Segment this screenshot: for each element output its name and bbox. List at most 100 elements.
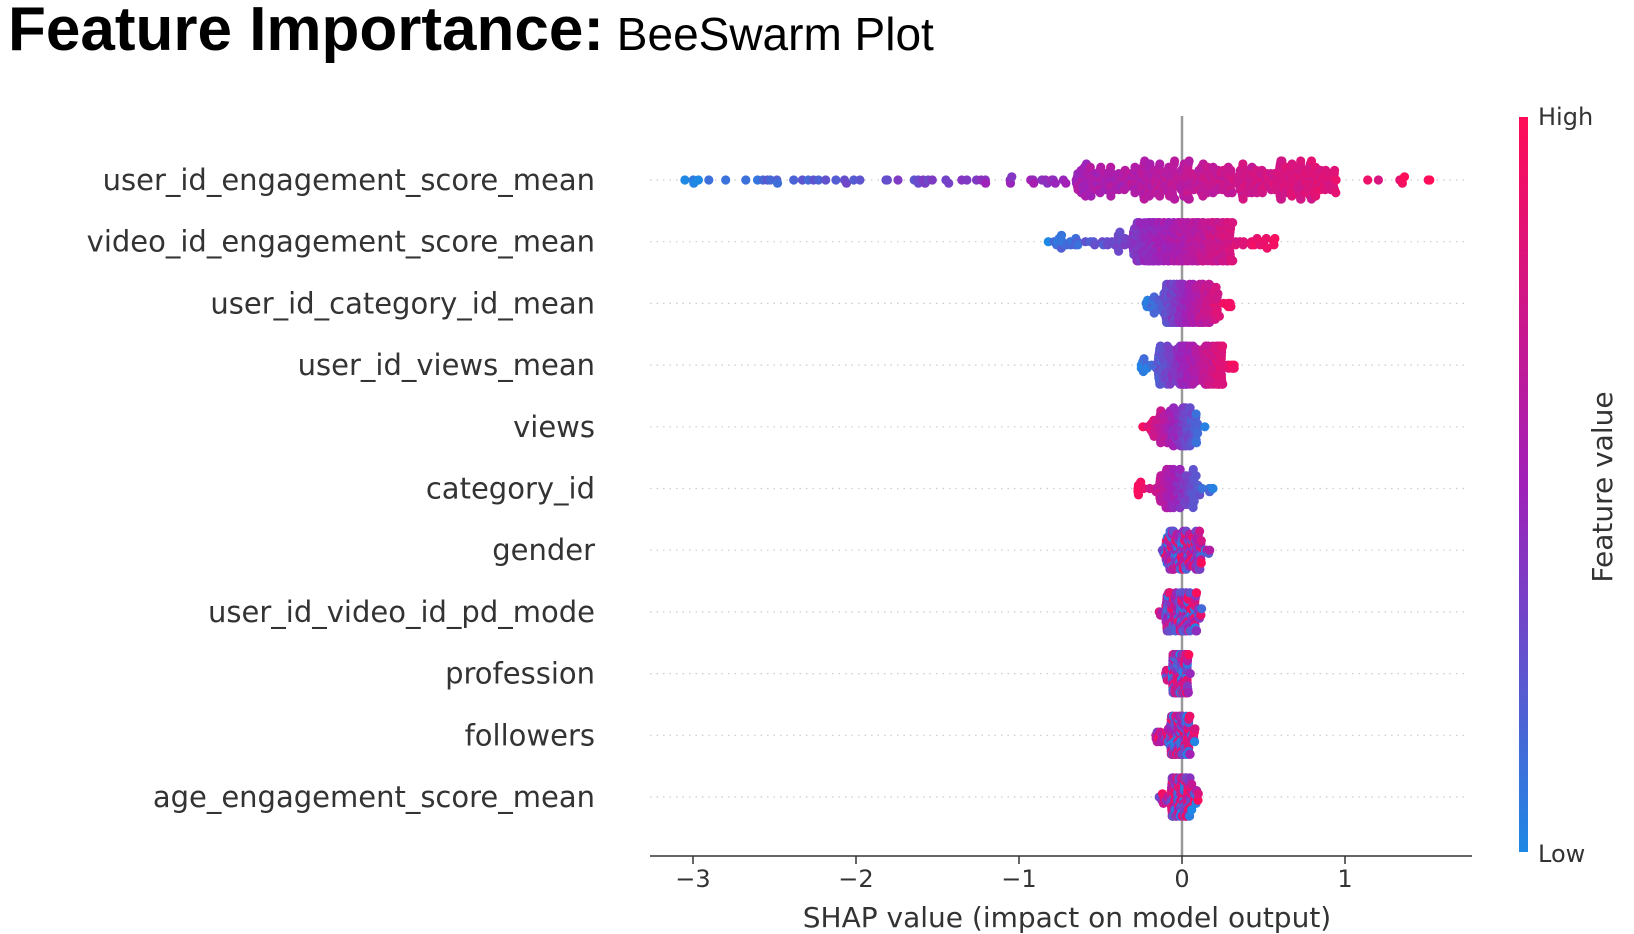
shap-point (1185, 749, 1195, 759)
feature-label: category_id (426, 472, 595, 506)
shap-point (1184, 650, 1194, 660)
shap-point (1191, 409, 1201, 419)
x-axis: −3 −2 −1 0 1 (650, 855, 1472, 893)
dots-layer (680, 156, 1435, 821)
shap-point (1197, 604, 1207, 614)
feature-label: user_id_video_id_pd_mode (208, 595, 595, 629)
shap-point (1189, 496, 1199, 506)
shap-point (1363, 175, 1373, 185)
shap-point (1229, 363, 1239, 373)
shap-point (1170, 156, 1180, 166)
shap-point (1185, 669, 1195, 679)
shap-point (1190, 737, 1200, 747)
x-tick-label: −3 (675, 865, 710, 893)
shap-point (704, 175, 714, 185)
shap-point (765, 175, 776, 185)
shap-point (721, 175, 731, 185)
shap-point (1191, 438, 1202, 448)
shap-point (1130, 162, 1140, 172)
colorbar-high-label: High (1538, 103, 1593, 131)
shap-point (1195, 526, 1205, 536)
shap-point (1197, 483, 1207, 494)
shap-point (1115, 227, 1125, 237)
shap-point (1133, 490, 1144, 500)
shap-point (841, 178, 852, 188)
shap-point (1270, 233, 1280, 244)
shap-point (1208, 483, 1218, 494)
shap-point (1226, 302, 1236, 312)
shap-point (1214, 311, 1224, 321)
shap-point (1184, 156, 1194, 166)
shap-point (944, 178, 954, 188)
x-tick-label: 1 (1337, 865, 1352, 893)
shap-point (1183, 688, 1193, 698)
shap-point (1050, 178, 1060, 188)
shap-point (1196, 558, 1206, 568)
feature-label: user_id_views_mean (298, 348, 595, 382)
x-tick-label: 0 (1174, 865, 1189, 893)
shap-point (1155, 159, 1165, 169)
shap-point (1192, 419, 1202, 429)
feature-label: followers (465, 718, 595, 752)
shap-point (772, 178, 783, 188)
shap-point (1330, 165, 1340, 175)
shap-point (1029, 178, 1039, 188)
shap-point (1196, 536, 1206, 546)
shap-point (1096, 162, 1106, 172)
shap-point (1200, 422, 1210, 432)
shap-point (1331, 188, 1341, 198)
shap-point (927, 175, 937, 185)
shap-point (1191, 471, 1201, 481)
colorbar (1519, 117, 1528, 852)
shap-point (1239, 237, 1249, 247)
page-title: Feature Importance: BeeSwarm Plot (8, 0, 934, 65)
feature-label: user_id_engagement_score_mean (103, 163, 595, 197)
shap-point (821, 175, 831, 185)
feature-labels: user_id_engagement_score_mean video_id_en… (87, 163, 595, 814)
x-tick-label: −1 (1001, 865, 1036, 893)
shap-point (1187, 779, 1197, 789)
shap-point (1184, 194, 1194, 204)
shap-point (1425, 175, 1435, 185)
shap-point (1190, 724, 1200, 734)
colorbar-axis-label: Feature value (1586, 391, 1619, 582)
shap-point (813, 175, 824, 185)
shap-point (1311, 191, 1321, 201)
shap-point (1073, 240, 1083, 250)
colorbar-low-label: Low (1538, 840, 1585, 868)
shap-point (1218, 379, 1228, 389)
shap-point (981, 178, 991, 188)
feature-label: gender (492, 533, 595, 567)
shap-point (1086, 191, 1096, 201)
shap-point (1226, 165, 1236, 175)
feature-label: views (513, 410, 595, 444)
shap-point (693, 175, 704, 185)
shap-point (1185, 711, 1195, 721)
shap-point (1213, 289, 1223, 299)
page-title-sub: BeeSwarm Plot (604, 8, 934, 60)
shap-point (882, 175, 893, 185)
shap-point (1193, 428, 1203, 438)
shap-point (1170, 194, 1180, 204)
shap-point (893, 175, 903, 185)
feature-label: video_id_engagement_score_mean (87, 225, 595, 259)
x-tick-label: −2 (838, 865, 873, 893)
shap-point (1373, 175, 1383, 185)
shap-point (1261, 233, 1271, 244)
shap-point (1061, 178, 1071, 188)
x-axis-label: SHAP value (impact on model output) (803, 901, 1331, 934)
shap-point (1228, 218, 1238, 228)
shap-point (789, 175, 799, 185)
shap-point (1191, 626, 1202, 636)
shap-point (1331, 175, 1341, 185)
shap-point (962, 175, 972, 185)
shap-point (1175, 464, 1185, 475)
shap-point (1205, 545, 1215, 555)
feature-label: profession (445, 657, 595, 691)
page-title-main: Feature Importance: (8, 0, 605, 64)
shap-point (1262, 243, 1272, 253)
shap-point (680, 175, 690, 185)
shap-point (831, 175, 841, 185)
shap-point (1296, 194, 1306, 204)
